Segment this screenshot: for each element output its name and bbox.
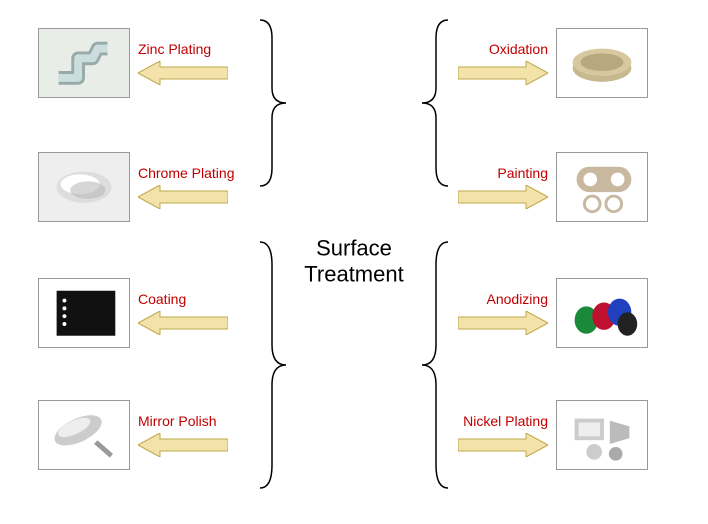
- title-line-2: Treatment: [304, 262, 403, 288]
- item-mirror-polish: Mirror Polish: [38, 400, 228, 470]
- label-coating: Coating: [138, 291, 186, 307]
- arrow-box: Oxidation: [458, 41, 548, 85]
- title-line-1: Surface: [304, 236, 403, 262]
- arrow-box: Mirror Polish: [138, 413, 228, 457]
- bracket-bottom-right: [420, 240, 450, 490]
- bracket-bottom-left: [258, 240, 288, 490]
- center-title: Surface Treatment: [304, 236, 403, 289]
- thumb-mirror-polish: [38, 400, 130, 470]
- thumb-painting: [556, 152, 648, 222]
- thumb-nickel-plating: [556, 400, 648, 470]
- bracket-top-left: [258, 18, 288, 188]
- arrow-left-icon: [138, 311, 228, 335]
- label-oxidation: Oxidation: [489, 41, 548, 57]
- arrow-box: Zinc Plating: [138, 41, 228, 85]
- item-chrome-plating: Chrome Plating: [38, 152, 235, 222]
- item-coating: Coating: [38, 278, 228, 348]
- thumb-anodizing: [556, 278, 648, 348]
- arrow-left-icon: [138, 433, 228, 457]
- item-oxidation: Oxidation: [458, 28, 648, 98]
- thumb-chrome-plating: [38, 152, 130, 222]
- label-painting: Painting: [497, 165, 548, 181]
- item-nickel-plating: Nickel Plating: [458, 400, 648, 470]
- arrow-right-icon: [458, 311, 548, 335]
- label-anodizing: Anodizing: [487, 291, 549, 307]
- arrow-box: Painting: [458, 165, 548, 209]
- label-mirror-polish: Mirror Polish: [138, 413, 217, 429]
- label-nickel-plating: Nickel Plating: [463, 413, 548, 429]
- arrow-right-icon: [458, 185, 548, 209]
- item-anodizing: Anodizing: [458, 278, 648, 348]
- arrow-right-icon: [458, 61, 548, 85]
- arrow-left-icon: [138, 185, 228, 209]
- arrow-left-icon: [138, 61, 228, 85]
- arrow-box: Chrome Plating: [138, 165, 235, 209]
- thumb-coating: [38, 278, 130, 348]
- thumb-oxidation: [556, 28, 648, 98]
- item-painting: Painting: [458, 152, 648, 222]
- arrow-box: Coating: [138, 291, 228, 335]
- item-zinc-plating: Zinc Plating: [38, 28, 228, 98]
- thumb-zinc-plating: [38, 28, 130, 98]
- arrow-box: Nickel Plating: [458, 413, 548, 457]
- arrow-box: Anodizing: [458, 291, 548, 335]
- bracket-top-right: [420, 18, 450, 188]
- arrow-right-icon: [458, 433, 548, 457]
- label-zinc-plating: Zinc Plating: [138, 41, 211, 57]
- label-chrome-plating: Chrome Plating: [138, 165, 235, 181]
